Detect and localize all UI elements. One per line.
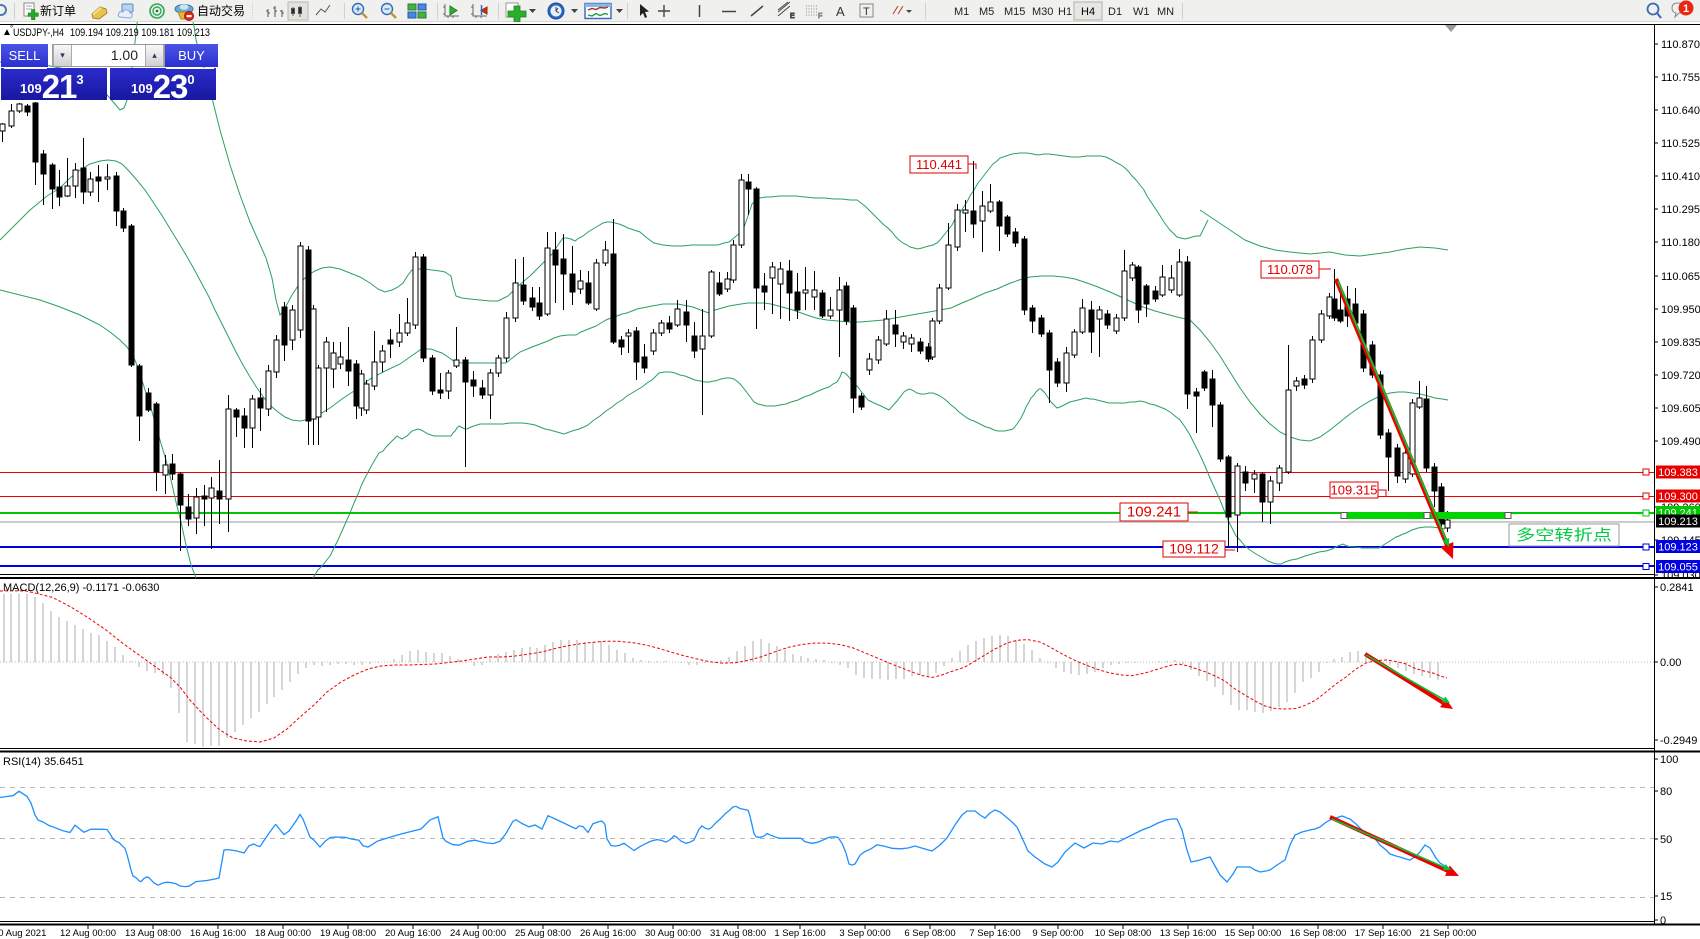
svg-text:7 Sep 16:00: 7 Sep 16:00	[969, 928, 1020, 939]
svg-text:15: 15	[1660, 891, 1672, 903]
svg-text:E: E	[790, 13, 795, 20]
svg-text:10 Sep 08:00: 10 Sep 08:00	[1095, 928, 1152, 939]
svg-text:3 Sep 00:00: 3 Sep 00:00	[839, 928, 890, 939]
svg-text:109.605: 109.605	[1661, 403, 1700, 415]
svg-text:109.835: 109.835	[1661, 337, 1700, 349]
svg-text:110.180: 110.180	[1661, 237, 1700, 249]
svg-text:°: °	[10, 24, 13, 33]
svg-text:110.525: 110.525	[1661, 138, 1700, 150]
svg-text:109.194 109.219 109.181 109.21: 109.194 109.219 109.181 109.213	[70, 27, 210, 39]
svg-text:30 Aug 00:00: 30 Aug 00:00	[645, 928, 701, 939]
svg-text:13 Aug 08:00: 13 Aug 08:00	[125, 928, 181, 939]
svg-text:110.441: 110.441	[916, 157, 962, 172]
svg-text:多空转折点: 多空转折点	[1516, 527, 1612, 544]
svg-text:自动交易: 自动交易	[197, 3, 245, 18]
svg-text:H4: H4	[1081, 6, 1095, 18]
svg-text:18 Aug 00:00: 18 Aug 00:00	[255, 928, 311, 939]
svg-text:W1: W1	[1133, 6, 1150, 18]
svg-text:MACD(12,26,9) -0.1171 -0.0630: MACD(12,26,9) -0.1171 -0.0630	[3, 582, 159, 594]
svg-text:19 Aug 08:00: 19 Aug 08:00	[320, 928, 376, 939]
svg-text:21 Sep 00:00: 21 Sep 00:00	[1420, 928, 1477, 939]
svg-text:M30: M30	[1032, 6, 1053, 18]
svg-text:1 Sep 16:00: 1 Sep 16:00	[774, 928, 825, 939]
svg-text:25 Aug 08:00: 25 Aug 08:00	[515, 928, 571, 939]
svg-text:110.640: 110.640	[1661, 105, 1700, 117]
svg-text:12 Aug 00:00: 12 Aug 00:00	[60, 928, 116, 939]
svg-text:109.490: 109.490	[1661, 436, 1700, 448]
svg-text:M5: M5	[979, 6, 994, 18]
svg-text:9 Sep 00:00: 9 Sep 00:00	[1032, 928, 1083, 939]
svg-text:109.241: 109.241	[1127, 504, 1181, 521]
svg-text:6 Sep 08:00: 6 Sep 08:00	[904, 928, 955, 939]
svg-text:15 Sep 00:00: 15 Sep 00:00	[1225, 928, 1282, 939]
svg-text:100: 100	[1660, 754, 1678, 766]
svg-text:110.410: 110.410	[1661, 171, 1700, 183]
svg-text:80: 80	[1660, 786, 1672, 798]
svg-text:110.078: 110.078	[1267, 262, 1313, 277]
svg-text:10 Aug 2021: 10 Aug 2021	[0, 928, 46, 939]
svg-text:110.755: 110.755	[1661, 72, 1700, 84]
svg-text:-0.2949: -0.2949	[1660, 735, 1697, 747]
svg-text:MN: MN	[1157, 6, 1174, 18]
svg-text:M1: M1	[954, 6, 969, 18]
svg-text:0: 0	[1660, 915, 1666, 927]
svg-text:109.950: 109.950	[1661, 304, 1700, 316]
svg-text:17 Sep 16:00: 17 Sep 16:00	[1355, 928, 1412, 939]
svg-text:H1: H1	[1058, 6, 1072, 18]
svg-text:20 Aug 16:00: 20 Aug 16:00	[385, 928, 441, 939]
svg-text:109.383: 109.383	[1658, 467, 1698, 479]
svg-text:109.720: 109.720	[1661, 370, 1700, 382]
svg-text:13 Sep 16:00: 13 Sep 16:00	[1160, 928, 1217, 939]
svg-text:A: A	[836, 4, 845, 19]
svg-text:109.300: 109.300	[1658, 491, 1698, 503]
svg-text:USDJPY-,H4: USDJPY-,H4	[13, 27, 64, 39]
svg-text:109.315: 109.315	[1331, 483, 1378, 498]
svg-text:110.870: 110.870	[1661, 39, 1700, 51]
svg-text:31 Aug 08:00: 31 Aug 08:00	[710, 928, 766, 939]
svg-text:16 Sep 08:00: 16 Sep 08:00	[1290, 928, 1347, 939]
svg-text:16 Aug 16:00: 16 Aug 16:00	[190, 928, 246, 939]
svg-text:50: 50	[1660, 834, 1672, 846]
svg-text:24 Aug 00:00: 24 Aug 00:00	[450, 928, 506, 939]
svg-text:T: T	[863, 6, 870, 18]
svg-text:109.055: 109.055	[1658, 562, 1698, 574]
svg-text:M15: M15	[1004, 6, 1025, 18]
svg-text:0.2841: 0.2841	[1660, 582, 1694, 594]
svg-text:F: F	[818, 13, 822, 20]
svg-text:26 Aug 16:00: 26 Aug 16:00	[580, 928, 636, 939]
svg-text:RSI(14) 35.6451: RSI(14) 35.6451	[3, 756, 84, 768]
svg-text:110.295: 110.295	[1661, 204, 1700, 216]
svg-text:109.213: 109.213	[1658, 516, 1698, 528]
svg-text:新订单: 新订单	[40, 3, 76, 18]
svg-text:110.065: 110.065	[1661, 271, 1700, 283]
svg-text:109.112: 109.112	[1169, 541, 1219, 557]
svg-text:1: 1	[1683, 3, 1689, 15]
svg-text:D1: D1	[1108, 6, 1122, 18]
svg-text:0.00: 0.00	[1660, 657, 1681, 669]
svg-text:109.123: 109.123	[1658, 542, 1698, 554]
